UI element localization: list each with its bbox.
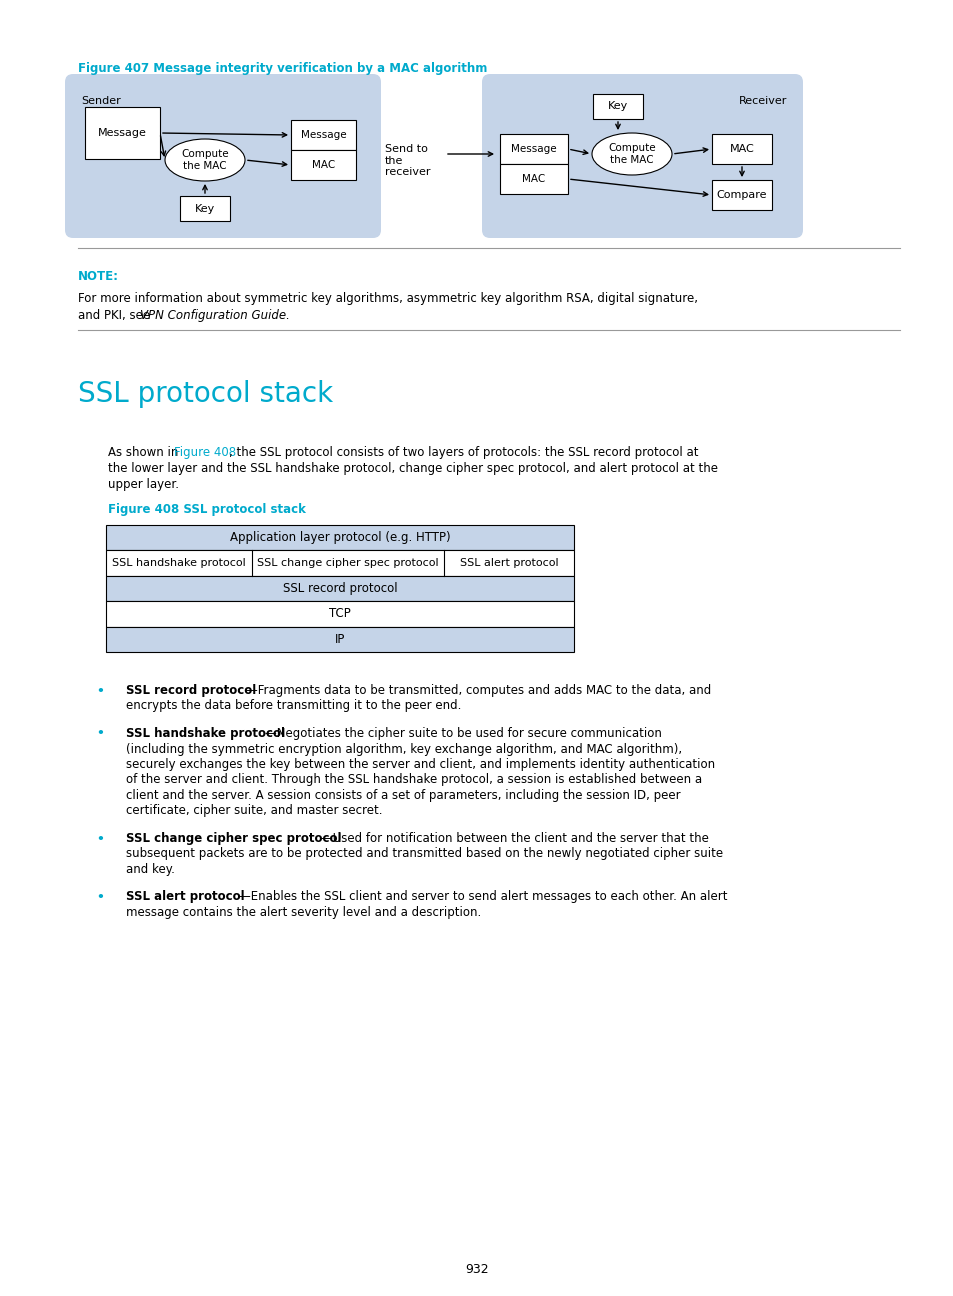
Text: SSL change cipher spec protocol: SSL change cipher spec protocol xyxy=(126,832,341,845)
Text: and PKI, see: and PKI, see xyxy=(78,308,153,321)
FancyBboxPatch shape xyxy=(65,74,380,238)
Text: MAC: MAC xyxy=(312,159,335,170)
Text: —Negotiates the cipher suite to be used for secure communication: —Negotiates the cipher suite to be used … xyxy=(264,727,660,740)
Text: securely exchanges the key between the server and client, and implements identit: securely exchanges the key between the s… xyxy=(126,758,715,771)
Text: VPN Configuration Guide.: VPN Configuration Guide. xyxy=(140,308,290,321)
Text: encrypts the data before transmitting it to the peer end.: encrypts the data before transmitting it… xyxy=(126,700,461,713)
Text: client and the server. A session consists of a set of parameters, including the : client and the server. A session consist… xyxy=(126,789,679,802)
Text: Compute
the MAC: Compute the MAC xyxy=(608,143,655,165)
Text: SSL change cipher spec protocol: SSL change cipher spec protocol xyxy=(257,557,438,568)
Text: Key: Key xyxy=(607,101,627,111)
Text: SSL handshake protocol: SSL handshake protocol xyxy=(126,727,285,740)
Text: MAC: MAC xyxy=(729,144,754,154)
Text: As shown in: As shown in xyxy=(108,446,182,459)
Text: upper layer.: upper layer. xyxy=(108,477,179,490)
Text: TCP: TCP xyxy=(329,608,351,621)
Bar xyxy=(499,165,567,194)
Text: For more information about symmetric key algorithms, asymmetric key algorithm RS: For more information about symmetric key… xyxy=(78,292,698,305)
Text: SSL alert protocol: SSL alert protocol xyxy=(126,890,244,903)
Text: Send to
the
receiver: Send to the receiver xyxy=(385,144,430,178)
FancyBboxPatch shape xyxy=(481,74,802,238)
Text: SSL alert protocol: SSL alert protocol xyxy=(459,557,558,568)
Text: Key: Key xyxy=(194,203,214,214)
Text: SSL protocol stack: SSL protocol stack xyxy=(78,381,333,408)
Text: IP: IP xyxy=(335,632,345,645)
Text: and key.: and key. xyxy=(126,863,174,876)
Text: —Used for notification between the client and the server that the: —Used for notification between the clien… xyxy=(321,832,708,845)
Bar xyxy=(106,575,574,601)
Text: —Enables the SSL client and server to send alert messages to each other. An aler: —Enables the SSL client and server to se… xyxy=(239,890,727,903)
Text: , the SSL protocol consists of two layers of protocols: the SSL record protocol : , the SSL protocol consists of two layer… xyxy=(229,446,698,459)
Text: message contains the alert severity level and a description.: message contains the alert severity leve… xyxy=(126,906,480,919)
Text: (including the symmetric encryption algorithm, key exchange algorithm, and MAC a: (including the symmetric encryption algo… xyxy=(126,743,681,756)
Text: •: • xyxy=(96,684,104,697)
Text: •: • xyxy=(96,727,104,740)
Bar xyxy=(593,95,642,119)
Text: MAC: MAC xyxy=(522,174,545,184)
Bar xyxy=(106,550,574,575)
Text: Message: Message xyxy=(511,144,557,154)
Text: SSL handshake protocol: SSL handshake protocol xyxy=(112,557,246,568)
Text: SSL record protocol: SSL record protocol xyxy=(282,582,396,595)
Text: •: • xyxy=(96,892,104,905)
Ellipse shape xyxy=(592,133,671,175)
Bar xyxy=(106,626,574,652)
Text: 932: 932 xyxy=(465,1264,488,1277)
Text: —Fragments data to be transmitted, computes and adds MAC to the data, and: —Fragments data to be transmitted, compu… xyxy=(246,684,710,697)
Text: the lower layer and the SSL handshake protocol, change cipher spec protocol, and: the lower layer and the SSL handshake pr… xyxy=(108,461,718,474)
Text: SSL record protocol: SSL record protocol xyxy=(126,684,256,697)
Bar xyxy=(106,601,574,626)
Text: Receiver: Receiver xyxy=(738,96,786,106)
Bar xyxy=(106,525,574,550)
Text: Application layer protocol (e.g. HTTP): Application layer protocol (e.g. HTTP) xyxy=(230,531,450,544)
Bar xyxy=(499,133,567,165)
Text: of the server and client. Through the SSL handshake protocol, a session is estab: of the server and client. Through the SS… xyxy=(126,774,701,787)
Text: Figure 407 Message integrity verification by a MAC algorithm: Figure 407 Message integrity verificatio… xyxy=(78,62,487,75)
Text: Compare: Compare xyxy=(716,191,766,200)
Text: NOTE:: NOTE: xyxy=(78,270,119,283)
Bar xyxy=(291,150,355,180)
Ellipse shape xyxy=(165,139,245,181)
Text: Compute
the MAC: Compute the MAC xyxy=(181,149,229,171)
Text: Message: Message xyxy=(98,128,147,137)
Bar xyxy=(711,180,771,210)
Text: certificate, cipher suite, and master secret.: certificate, cipher suite, and master se… xyxy=(126,805,382,818)
Text: Figure 408 SSL protocol stack: Figure 408 SSL protocol stack xyxy=(108,503,306,516)
Bar xyxy=(291,121,355,150)
Text: •: • xyxy=(96,832,104,845)
Text: subsequent packets are to be protected and transmitted based on the newly negoti: subsequent packets are to be protected a… xyxy=(126,848,722,861)
Bar xyxy=(180,196,230,222)
Bar xyxy=(85,108,160,159)
Bar xyxy=(711,133,771,165)
Text: Figure 408: Figure 408 xyxy=(173,446,236,459)
Text: Message: Message xyxy=(300,130,346,140)
Text: Sender: Sender xyxy=(81,96,121,106)
